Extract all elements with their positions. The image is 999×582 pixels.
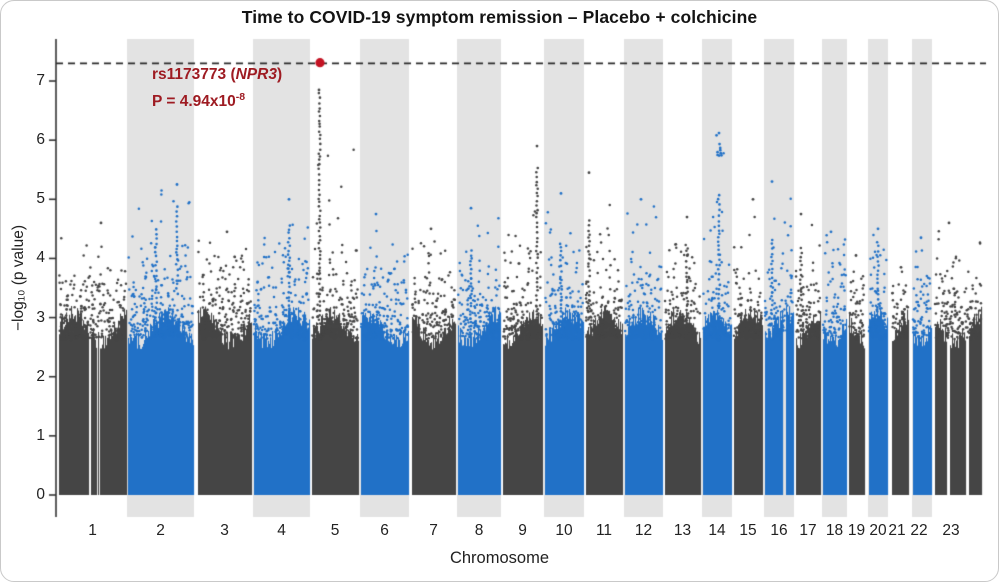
x-chromosome-label: 3 — [220, 522, 229, 539]
x-chromosome-label: 2 — [156, 522, 165, 539]
x-chromosome-label: 16 — [770, 522, 788, 539]
hit-snp-close: ) — [276, 66, 283, 83]
y-tick-label: 1 — [36, 426, 45, 444]
x-chromosome-label: 21 — [888, 522, 906, 539]
hit-pvalue-text: P = 4.94x10 — [152, 93, 236, 111]
x-chromosome-label: 7 — [429, 522, 438, 539]
y-tick-label: 3 — [36, 308, 45, 326]
x-chromosome-label: 13 — [673, 522, 692, 539]
x-chromosome-label: 5 — [330, 522, 340, 539]
y-axis-label: −log₁₀ (p value) — [10, 225, 27, 332]
hit-snp-line: rs1173773 (NPR3) — [152, 63, 282, 86]
y-tick-label: 5 — [36, 190, 45, 208]
significant-hit-annotation: rs1173773 (NPR3) P = 4.94x10-8 — [152, 63, 282, 113]
x-chromosome-label: 1 — [88, 522, 97, 539]
x-chromosome-label: 9 — [518, 522, 527, 539]
hit-gene-name: NPR3 — [235, 66, 277, 83]
chart-title: Time to COVID-19 symptom remission – Pla… — [241, 7, 758, 27]
x-axis-label: Chromosome — [449, 549, 550, 567]
x-chromosome-label: 23 — [942, 522, 960, 539]
x-chromosome-label: 6 — [380, 522, 389, 539]
x-chromosome-label: 10 — [555, 522, 573, 539]
hit-snp-text: rs1173773 ( — [152, 66, 236, 83]
x-chromosome-label: 4 — [277, 522, 286, 539]
y-tick-label: 4 — [36, 249, 45, 267]
hit-pvalue-line: P = 4.94x10-8 — [152, 86, 282, 113]
y-tick-label: 0 — [36, 486, 45, 503]
x-chromosome-label: 8 — [474, 522, 484, 539]
x-chromosome-label: 14 — [708, 522, 726, 539]
x-chromosome-label: 18 — [825, 522, 844, 539]
x-chromosome-label: 12 — [634, 522, 653, 539]
x-chromosome-label: 19 — [847, 522, 866, 539]
x-chromosome-label: 17 — [799, 522, 817, 539]
y-tick-label: 6 — [36, 131, 45, 149]
y-tick-label: 2 — [36, 367, 45, 385]
hit-pvalue-exponent: -8 — [235, 91, 246, 103]
x-chromosome-label: 11 — [595, 522, 613, 539]
x-chromosome-label: 15 — [739, 522, 757, 539]
x-chromosome-label: 22 — [910, 522, 928, 539]
y-tick-label: 7 — [36, 72, 45, 90]
x-chromosome-label: 20 — [869, 522, 887, 539]
